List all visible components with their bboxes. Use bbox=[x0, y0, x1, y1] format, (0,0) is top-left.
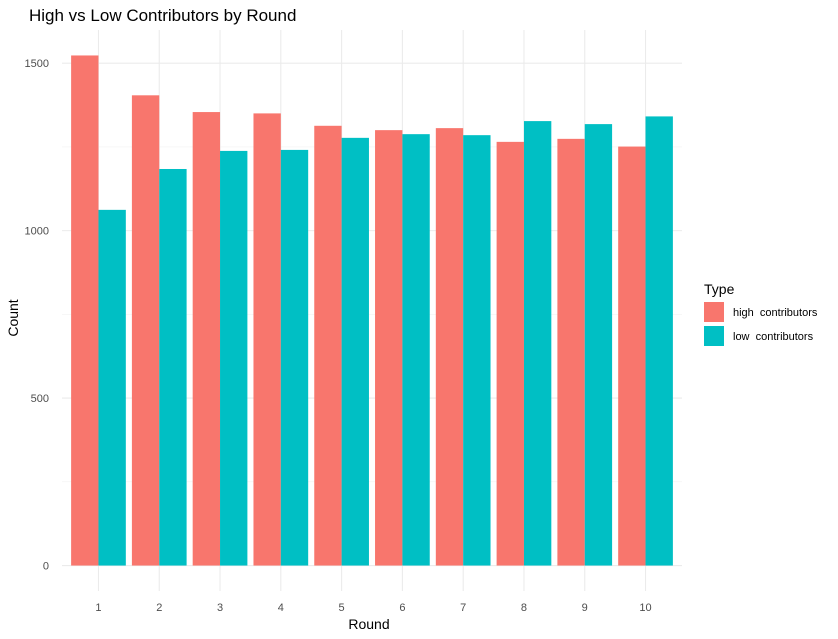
x-tick-label: 3 bbox=[217, 602, 223, 614]
x-tick-label: 5 bbox=[339, 602, 345, 614]
bar-low-round-10 bbox=[645, 116, 673, 566]
x-tick-label: 9 bbox=[582, 602, 588, 614]
bar-high-round-2 bbox=[131, 95, 160, 566]
bar-high-round-1 bbox=[71, 55, 99, 566]
y-tick-label: 500 bbox=[31, 393, 49, 405]
legend-label-high-contributors: high contributors bbox=[733, 307, 818, 319]
bar-low-round-7 bbox=[463, 135, 491, 566]
y-axis-ticks: 0 500 1000 1500 bbox=[25, 58, 49, 572]
bar-high-round-5 bbox=[314, 125, 342, 566]
bar-low-round-5 bbox=[341, 137, 369, 566]
legend-key-high-contributors bbox=[704, 302, 724, 322]
bar-low-round-6 bbox=[402, 134, 430, 566]
x-tick-label: 6 bbox=[399, 602, 405, 614]
x-tick-label: 4 bbox=[278, 602, 284, 614]
bar-low-round-9 bbox=[584, 124, 613, 566]
legend-title: Type bbox=[704, 281, 735, 297]
y-tick-label: 1000 bbox=[25, 226, 49, 238]
bar-low-round-3 bbox=[220, 150, 248, 566]
bar-high-round-3 bbox=[192, 112, 221, 566]
bar-high-round-4 bbox=[253, 113, 281, 566]
chart-title: High vs Low Contributors by Round bbox=[29, 6, 296, 25]
bar-high-round-8 bbox=[496, 141, 524, 566]
bar-low-round-2 bbox=[159, 168, 187, 566]
y-tick-label: 0 bbox=[43, 561, 49, 573]
x-tick-label: 1 bbox=[95, 602, 101, 614]
bar-low-round-8 bbox=[523, 121, 552, 566]
legend-label-low-contributors: low contributors bbox=[733, 331, 814, 343]
x-axis-ticks: 1 2 3 4 5 6 7 8 9 10 bbox=[95, 602, 651, 614]
legend: Type high contributors low contributors bbox=[704, 281, 818, 346]
bar-high-round-7 bbox=[435, 128, 464, 566]
bar-low-round-4 bbox=[280, 149, 309, 566]
bar-high-round-10 bbox=[618, 146, 646, 566]
bar-low-round-1 bbox=[98, 209, 126, 566]
x-tick-label: 7 bbox=[460, 602, 466, 614]
y-tick-label: 1500 bbox=[25, 58, 49, 70]
bar-high-round-9 bbox=[557, 138, 585, 566]
x-tick-label: 8 bbox=[521, 602, 527, 614]
x-tick-label: 10 bbox=[639, 602, 651, 614]
x-tick-label: 2 bbox=[156, 602, 162, 614]
x-axis-title: Round bbox=[348, 616, 389, 632]
bar-high-round-6 bbox=[375, 130, 403, 566]
y-axis-title: Count bbox=[5, 299, 21, 336]
legend-key-low-contributors bbox=[704, 326, 724, 346]
bars bbox=[71, 55, 673, 566]
